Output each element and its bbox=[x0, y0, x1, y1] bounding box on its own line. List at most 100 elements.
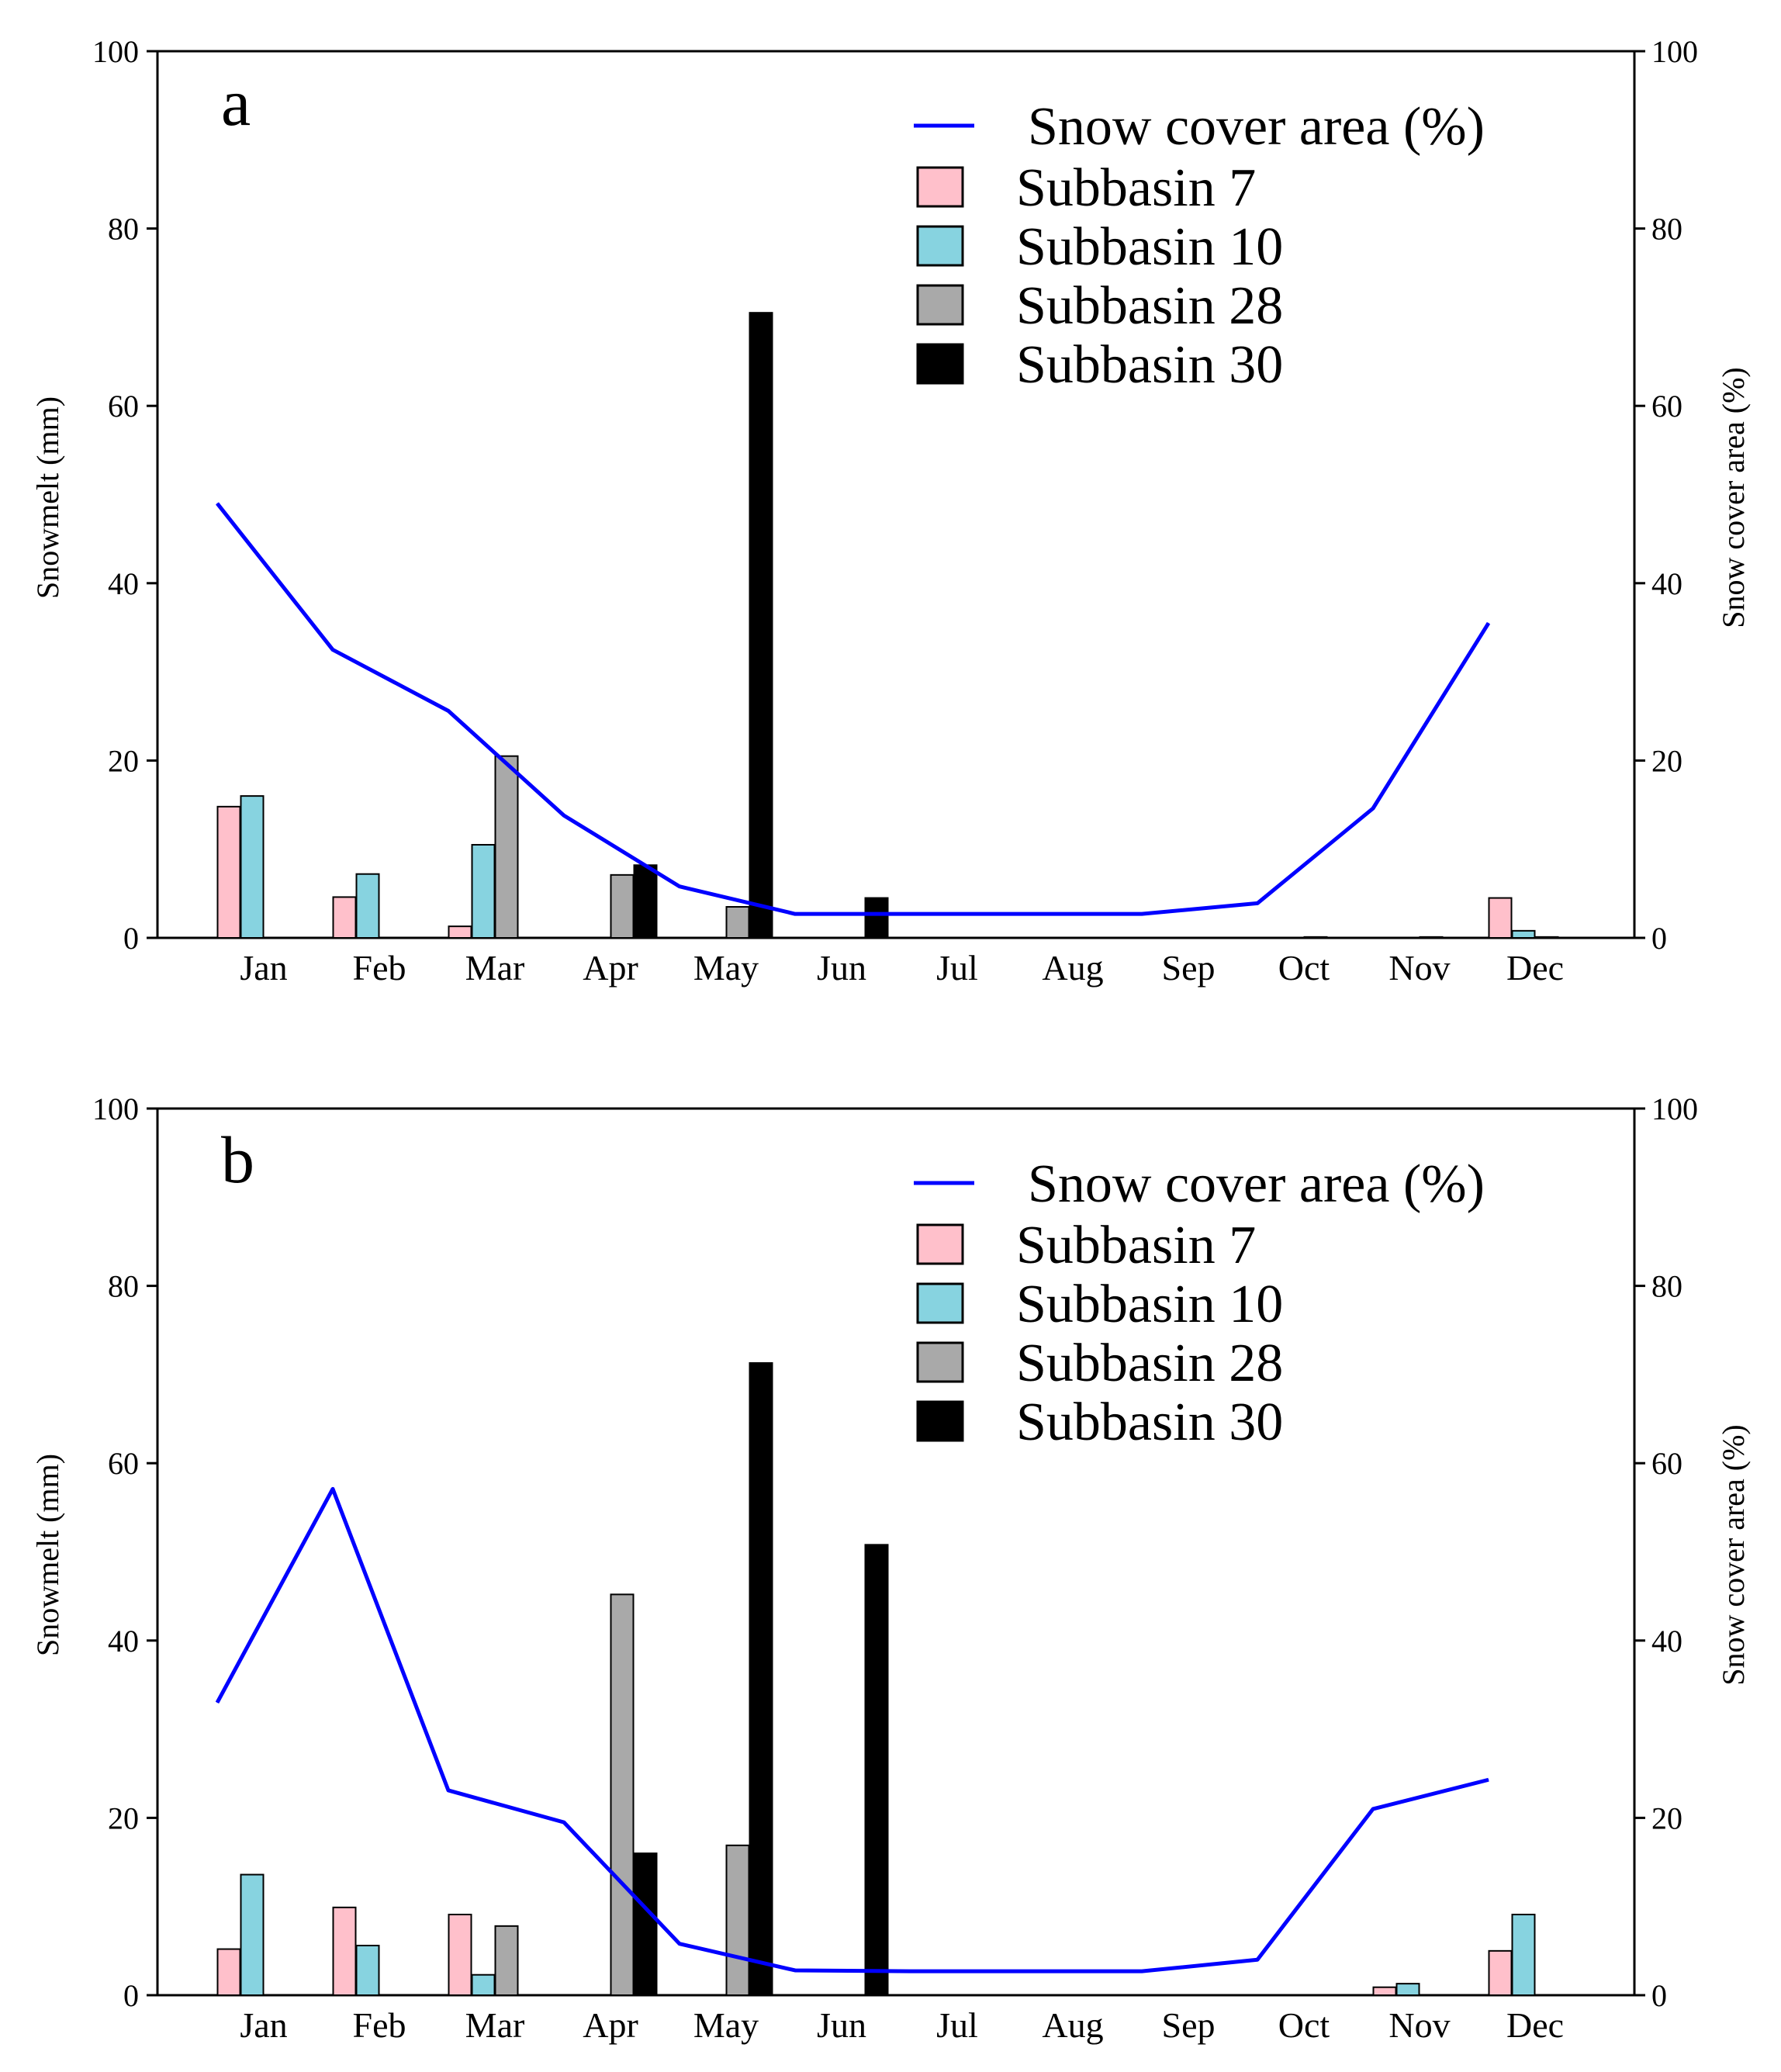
panel-label: b bbox=[221, 1122, 254, 1197]
y-tick-label: 100 bbox=[92, 1091, 139, 1126]
bar-subbasin-10 bbox=[240, 1873, 265, 1996]
bar-subbasin-10 bbox=[1511, 929, 1536, 939]
legend-label: Snow cover area (%) bbox=[1028, 97, 1485, 157]
bar-subbasin-28 bbox=[610, 1593, 635, 1996]
bar-subbasin-7 bbox=[332, 1906, 357, 1997]
y2-tick-label: 80 bbox=[1651, 212, 1682, 247]
y2-tick-label: 20 bbox=[1651, 743, 1682, 778]
y2-axis-label: Snow cover area (%) bbox=[1716, 367, 1751, 628]
legend-swatch bbox=[916, 1223, 964, 1265]
x-tick-label: Oct bbox=[1278, 948, 1330, 988]
x-tick-label: Jun bbox=[817, 2005, 866, 2045]
snow-cover-point bbox=[1141, 913, 1143, 915]
bar-subbasin-10 bbox=[1395, 1983, 1420, 1997]
legend-swatch bbox=[916, 225, 964, 267]
x-tick-label: Aug bbox=[1042, 948, 1103, 988]
bar-subbasin-30 bbox=[864, 1544, 889, 1996]
y2-tick-label: 0 bbox=[1651, 921, 1667, 956]
bar-subbasin-7 bbox=[216, 805, 241, 939]
snow-cover-point bbox=[794, 913, 796, 915]
x-tick-label: Apr bbox=[583, 2005, 638, 2045]
y2-tick-label: 20 bbox=[1651, 1800, 1682, 1835]
bar-subbasin-7 bbox=[1488, 1949, 1513, 1997]
legend-label: Subbasin 28 bbox=[1016, 1333, 1283, 1393]
x-tick-label: Jul bbox=[936, 2005, 978, 2045]
y2-tick-label: 60 bbox=[1651, 1446, 1682, 1481]
x-tick-label: Jul bbox=[936, 948, 978, 988]
x-tick-label: Apr bbox=[583, 948, 638, 988]
x-tick-label: Sep bbox=[1162, 2005, 1216, 2045]
snow-cover-line bbox=[215, 1486, 1489, 1973]
x-tick-label: Feb bbox=[353, 2005, 406, 2045]
y-tick-label: 0 bbox=[123, 1978, 139, 2013]
y-tick-label: 80 bbox=[108, 212, 139, 247]
y-tick-label: 100 bbox=[92, 34, 139, 69]
y-tick-label: 20 bbox=[108, 743, 139, 778]
legend-swatch bbox=[916, 284, 964, 326]
y-tick-label: 0 bbox=[123, 921, 139, 956]
snow-cover-point bbox=[1372, 1808, 1374, 1810]
x-tick-label: Nov bbox=[1388, 948, 1450, 988]
bar-subbasin-28 bbox=[1419, 936, 1444, 939]
snow-cover-line bbox=[216, 502, 1491, 916]
x-tick-label: Jan bbox=[240, 948, 287, 988]
y-tick-label: 40 bbox=[108, 566, 139, 601]
legend-label: Subbasin 7 bbox=[1016, 1216, 1256, 1275]
y2-tick-label: 60 bbox=[1651, 389, 1682, 424]
bar-subbasin-30 bbox=[633, 864, 658, 939]
snow-cover-point bbox=[1257, 902, 1258, 904]
bar-subbasin-30 bbox=[749, 312, 773, 939]
x-tick-label: Aug bbox=[1042, 2005, 1103, 2045]
legend-swatch bbox=[916, 1341, 964, 1383]
plot-frame bbox=[156, 1107, 1636, 1997]
x-tick-label: May bbox=[693, 2005, 759, 2045]
y2-tick-label: 0 bbox=[1651, 1978, 1667, 2013]
legend-swatch bbox=[916, 1400, 964, 1442]
legend-label: Snow cover area (%) bbox=[1028, 1154, 1485, 1214]
x-tick-label: Dec bbox=[1506, 2005, 1564, 2045]
bar-subbasin-7 bbox=[1488, 897, 1513, 939]
x-tick-label: Jan bbox=[240, 2005, 287, 2045]
y-tick-label: 60 bbox=[108, 389, 139, 424]
bar-subbasin-28 bbox=[725, 905, 750, 939]
chart-panel-b: 0 0 20 20 40 40 60 60 80 80 100 100 Jan Feb Mar Apr May J… bbox=[30, 1091, 1751, 2045]
bar-subbasin-10 bbox=[240, 795, 265, 939]
x-tick-label: Sep bbox=[1162, 948, 1216, 988]
x-tick-label: Feb bbox=[353, 948, 406, 988]
legend-swatch bbox=[916, 343, 964, 385]
bar-subbasin-28 bbox=[1534, 936, 1559, 939]
legend-label: Subbasin 10 bbox=[1016, 217, 1283, 277]
y-axis-label: Snowmelt (mm) bbox=[30, 1454, 65, 1656]
x-tick-label: Nov bbox=[1388, 2005, 1450, 2045]
bar-subbasin-10 bbox=[471, 1973, 496, 1996]
bar-subbasin-30 bbox=[633, 1852, 658, 1997]
bar-subbasin-30 bbox=[864, 897, 889, 939]
x-tick-label: Jun bbox=[817, 948, 866, 988]
bar-subbasin-28 bbox=[494, 755, 519, 939]
legend-label: Subbasin 10 bbox=[1016, 1275, 1283, 1334]
snow-cover-point bbox=[1025, 1970, 1027, 1972]
x-tick-label: Mar bbox=[465, 2005, 525, 2045]
bar-subbasin-28 bbox=[725, 1844, 750, 1997]
bar-subbasin-10 bbox=[1511, 1913, 1536, 1997]
y2-tick-label: 100 bbox=[1651, 1091, 1698, 1126]
legend-label: Subbasin 30 bbox=[1016, 335, 1283, 395]
bar-subbasin-7 bbox=[448, 925, 472, 939]
chart-panel-a: 0 0 20 20 40 40 60 60 80 80 100 100 Jan Feb Mar Apr May J… bbox=[30, 34, 1751, 988]
snow-cover-point bbox=[1372, 808, 1374, 809]
y-tick-label: 20 bbox=[108, 1800, 139, 1835]
bar-subbasin-10 bbox=[355, 1944, 380, 1996]
legend-label: Subbasin 30 bbox=[1016, 1392, 1283, 1452]
y-tick-label: 40 bbox=[108, 1624, 139, 1659]
snow-cover-point bbox=[332, 649, 334, 651]
y2-tick-label: 40 bbox=[1651, 566, 1682, 601]
bar-subbasin-30 bbox=[749, 1362, 773, 1996]
snow-cover-point bbox=[563, 1821, 565, 1823]
x-tick-label: Dec bbox=[1506, 948, 1564, 988]
x-tick-label: Oct bbox=[1278, 2005, 1330, 2045]
y2-tick-label: 100 bbox=[1651, 34, 1698, 69]
panel-label: a bbox=[221, 65, 251, 140]
y2-tick-label: 40 bbox=[1651, 1624, 1682, 1659]
snow-cover-point bbox=[1141, 1970, 1143, 1972]
